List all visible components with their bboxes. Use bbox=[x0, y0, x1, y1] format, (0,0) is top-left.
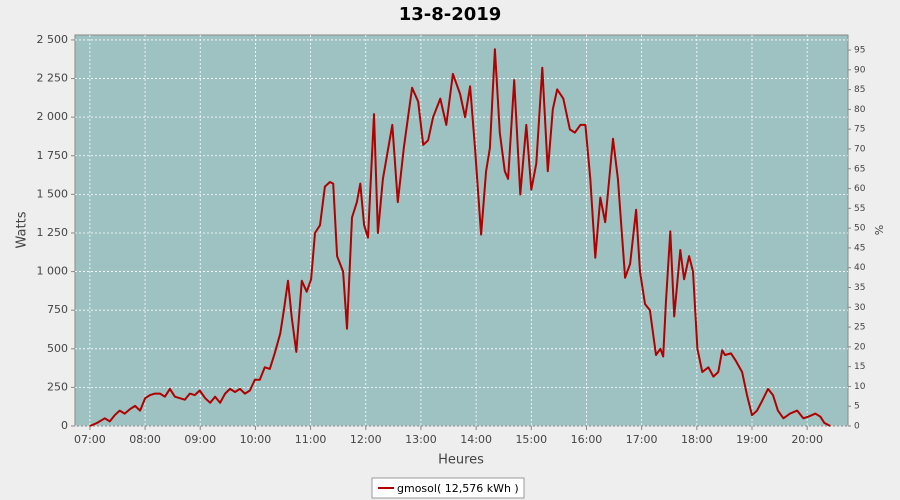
x-tick-label: 13:00 bbox=[405, 433, 437, 446]
y2-tick-label: 65 bbox=[854, 164, 865, 174]
y-tick-label: 1 500 bbox=[37, 187, 69, 200]
y2-tick-label: 45 bbox=[854, 243, 865, 253]
y2-tick-label: 95 bbox=[854, 46, 865, 56]
x-tick-label: 11:00 bbox=[295, 433, 327, 446]
y2-tick-label: 40 bbox=[854, 263, 866, 273]
x-tick-label: 08:00 bbox=[129, 433, 161, 446]
y2-tick-label: 0 bbox=[854, 422, 860, 432]
y2-tick-label: 55 bbox=[854, 204, 865, 214]
y-tick-label: 2 250 bbox=[37, 72, 69, 85]
x-tick-label: 16:00 bbox=[571, 433, 603, 446]
x-axis-label: Heures bbox=[438, 453, 484, 468]
y2-tick-label: 10 bbox=[854, 382, 866, 392]
y2-tick-label: 5 bbox=[854, 402, 860, 412]
y2-tick-label: 75 bbox=[854, 125, 865, 135]
x-tick-label: 19:00 bbox=[736, 433, 768, 446]
y2-tick-label: 35 bbox=[854, 283, 865, 293]
x-tick-label: 17:00 bbox=[626, 433, 658, 446]
y2-tick-label: 85 bbox=[854, 85, 865, 95]
y2-axis-label: % bbox=[873, 225, 886, 235]
legend bbox=[371, 477, 525, 499]
x-tick-label: 07:00 bbox=[74, 433, 106, 446]
y-tick-label: 1 000 bbox=[37, 265, 69, 278]
y-tick-label: 250 bbox=[47, 380, 68, 393]
x-tick-label: 12:00 bbox=[350, 433, 382, 446]
x-tick-label: 10:00 bbox=[240, 433, 272, 446]
y-tick-label: 1 250 bbox=[37, 226, 69, 239]
chart-title: 13-8-2019 bbox=[399, 4, 502, 25]
y2-tick-label: 90 bbox=[854, 65, 866, 75]
y-tick-label: 0 bbox=[61, 419, 68, 432]
y2-tick-label: 15 bbox=[854, 362, 865, 372]
y-tick-label: 2 500 bbox=[37, 33, 69, 46]
x-tick-label: 09:00 bbox=[184, 433, 216, 446]
x-tick-label: 15:00 bbox=[515, 433, 547, 446]
x-tick-label: 14:00 bbox=[460, 433, 492, 446]
series-line bbox=[89, 48, 831, 427]
y2-tick-label: 20 bbox=[854, 342, 866, 352]
y2-tick-label: 30 bbox=[854, 303, 866, 313]
x-tick-label: 18:00 bbox=[681, 433, 713, 446]
legend-label: gmosol( 12,576 kWh ) bbox=[397, 482, 519, 495]
y2-tick-label: 80 bbox=[854, 105, 866, 115]
plot-area bbox=[74, 34, 849, 427]
y-tick-label: 500 bbox=[47, 342, 68, 355]
y-tick-label: 750 bbox=[47, 303, 68, 316]
y2-tick-label: 70 bbox=[854, 144, 866, 154]
y2-tick-label: 50 bbox=[854, 224, 866, 234]
y2-tick-label: 60 bbox=[854, 184, 866, 194]
y-axis-label: Watts bbox=[15, 211, 30, 248]
y-tick-label: 2 000 bbox=[37, 110, 69, 123]
x-tick-label: 20:00 bbox=[791, 433, 823, 446]
y2-tick-label: 25 bbox=[854, 323, 865, 333]
y-tick-label: 1 750 bbox=[37, 149, 69, 162]
